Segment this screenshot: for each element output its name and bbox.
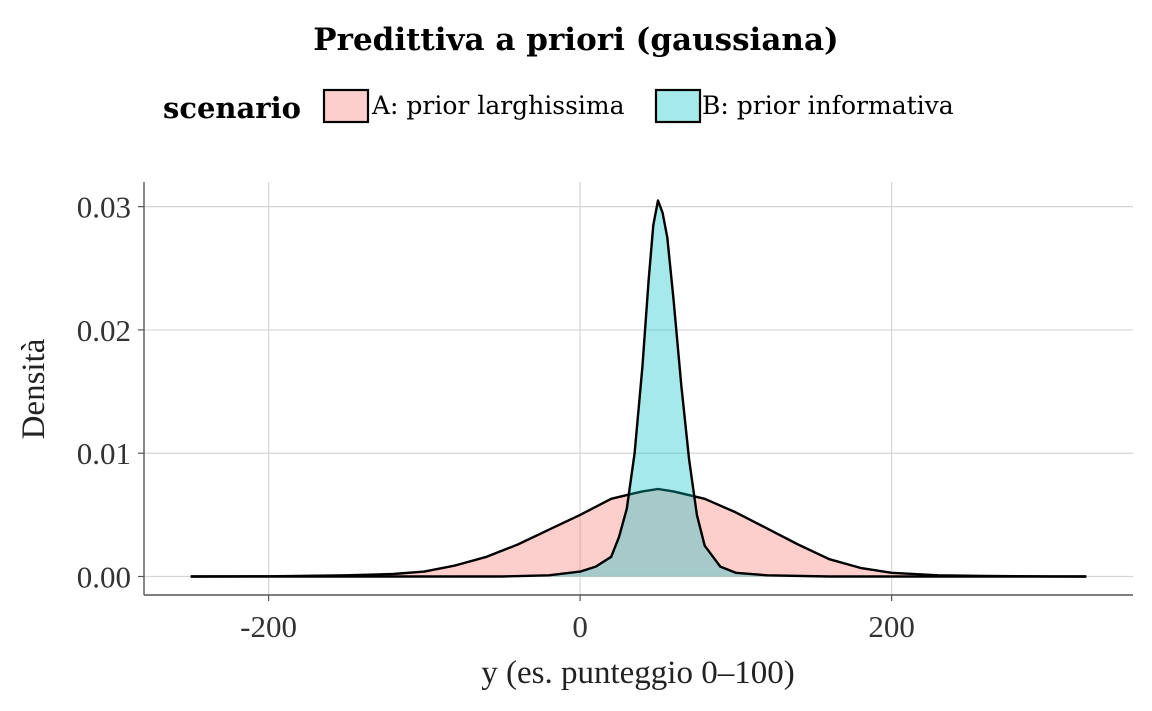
x-tick-labels: -200 0 200 bbox=[240, 595, 915, 644]
legend-title: scenario bbox=[163, 91, 301, 125]
plot-panel bbox=[143, 182, 1133, 596]
density-line-b bbox=[190, 199, 1087, 578]
legend-label-a: A: prior larghissima bbox=[371, 91, 625, 120]
y-axis-label: Densità bbox=[16, 338, 52, 439]
y-tick-label-3: 0.03 bbox=[77, 190, 131, 225]
legend-key-b bbox=[654, 88, 702, 124]
x-tick-label-1: 0 bbox=[572, 609, 588, 644]
x-gridlines bbox=[267, 182, 893, 595]
panel-background bbox=[144, 182, 1133, 595]
x-tick-label-2: 200 bbox=[868, 609, 915, 644]
legend: scenario A: prior larghissima B: prior in… bbox=[163, 88, 954, 125]
legend-key-a bbox=[322, 88, 370, 124]
x-axis-label: y (es. punteggio 0–100) bbox=[481, 655, 794, 691]
axes bbox=[143, 182, 1133, 596]
y-tick-label-2: 0.02 bbox=[77, 313, 131, 348]
chart-title: Predittiva a priori (gaussiana) bbox=[313, 22, 838, 58]
x-tick-label-0: -200 bbox=[240, 609, 297, 644]
y-tick-label-1: 0.01 bbox=[77, 436, 131, 471]
density-areas bbox=[190, 199, 1087, 578]
density-line-a bbox=[190, 487, 1087, 578]
density-area-a bbox=[190, 489, 1087, 577]
legend-label-b: B: prior informativa bbox=[702, 91, 954, 120]
y-tick-labels: 0.00 0.01 0.02 0.03 bbox=[77, 190, 144, 595]
y-tick-label-0: 0.00 bbox=[77, 560, 131, 595]
density-area-b bbox=[190, 200, 1087, 577]
